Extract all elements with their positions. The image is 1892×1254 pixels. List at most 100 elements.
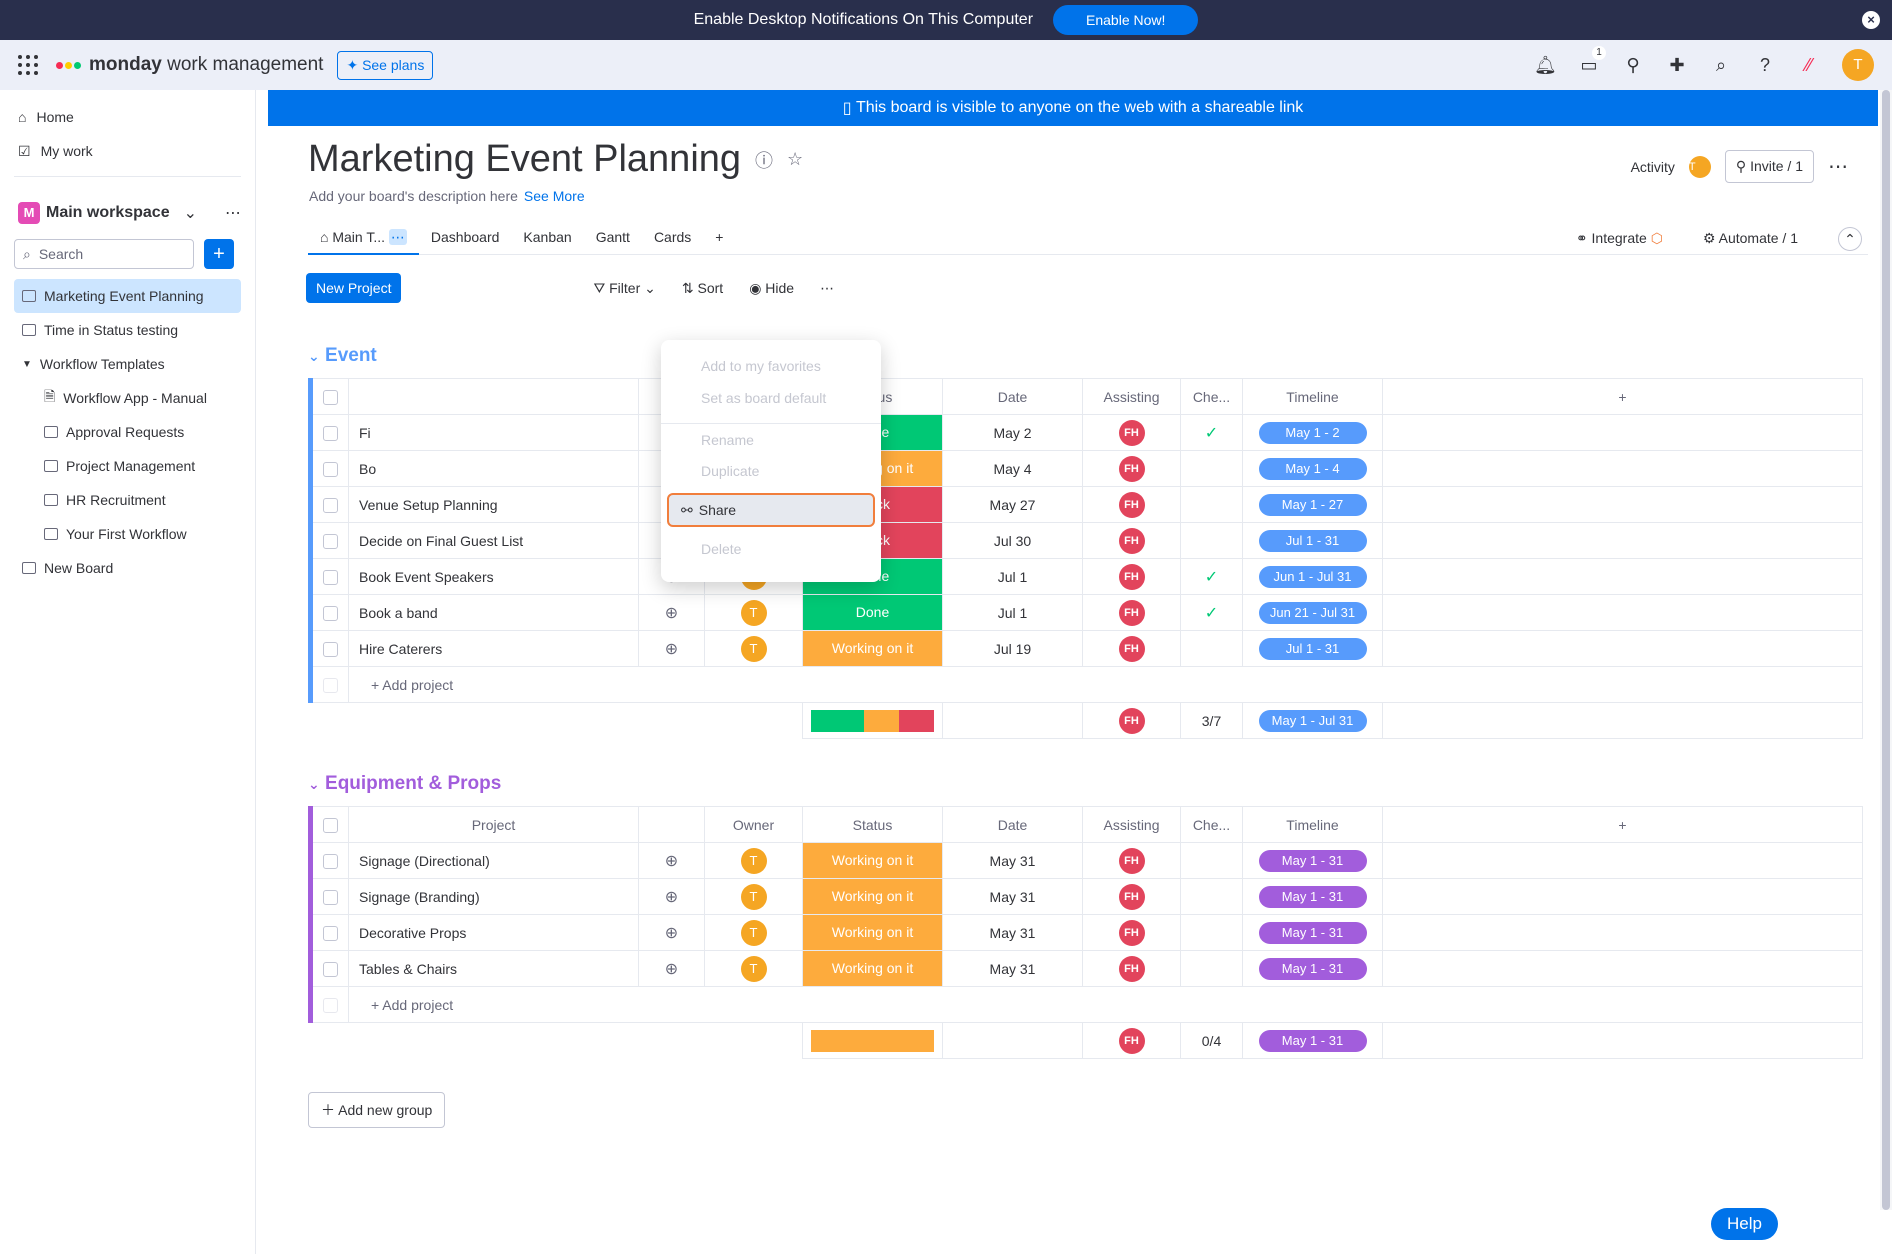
assisting-cell[interactable]: FH <box>1082 594 1181 631</box>
checkbox[interactable] <box>323 817 338 833</box>
project-name[interactable]: Decide on Final Guest List <box>348 522 639 559</box>
check-cell[interactable]: ✓ <box>1180 594 1243 631</box>
checkbox[interactable] <box>323 497 338 513</box>
timeline-cell[interactable]: Jun 21 - Jul 31 <box>1242 594 1383 631</box>
owner-cell[interactable]: T <box>704 842 803 879</box>
assisting-cell[interactable]: FH <box>1082 630 1181 667</box>
update-cell[interactable]: ⊕ <box>638 594 705 631</box>
column-header[interactable]: Che... <box>1180 806 1243 843</box>
assisting-cell[interactable]: FH <box>1082 914 1181 951</box>
add-new-group-button[interactable]: ＋ Add new group <box>308 1092 446 1128</box>
star-icon[interactable]: ☆ <box>787 149 804 169</box>
project-name[interactable]: Bo <box>348 450 639 487</box>
menu-item-share[interactable]: ⚯ Share <box>667 493 875 527</box>
group-title-equipment[interactable]: ⌄ Equipment & Props <box>308 773 501 795</box>
search-icon[interactable]: ⌕ <box>1715 55 1727 75</box>
logo[interactable]: monday work management <box>56 54 323 76</box>
row-select[interactable] <box>308 558 349 595</box>
add-button[interactable]: + <box>204 239 234 269</box>
column-header[interactable]: Che... <box>1180 378 1243 415</box>
row-select[interactable] <box>308 842 349 879</box>
group-title-event[interactable]: ⌄ Event <box>308 345 377 367</box>
status-cell[interactable]: Working on it <box>802 950 943 987</box>
date-cell[interactable]: May 31 <box>942 842 1083 879</box>
sidebar-item-home[interactable]: ⌂ Home <box>0 100 255 134</box>
check-cell[interactable] <box>1180 878 1243 915</box>
column-header[interactable]: Date <box>942 806 1083 843</box>
tab-cards[interactable]: Cards <box>653 228 692 245</box>
project-name[interactable]: Signage (Branding) <box>348 878 639 915</box>
owner-cell[interactable]: T <box>704 950 803 987</box>
checkbox[interactable] <box>323 569 338 585</box>
checkbox[interactable] <box>323 641 338 657</box>
sidebar-board-first-workflow[interactable]: Your First Workflow <box>14 517 241 551</box>
sidebar-board-hr[interactable]: HR Recruitment <box>14 483 241 517</box>
see-more-link[interactable]: See More <box>523 188 585 204</box>
invite-button[interactable]: ⚲ Invite / 1 <box>1724 150 1814 183</box>
date-cell[interactable]: May 31 <box>942 950 1083 987</box>
assisting-cell[interactable]: FH <box>1082 414 1181 451</box>
help-button[interactable]: Help <box>1711 1208 1778 1240</box>
add-update-icon[interactable]: ⊕ <box>664 852 679 870</box>
sidebar-board-new[interactable]: New Board <box>14 551 241 585</box>
timeline-cell[interactable]: May 1 - 31 <box>1242 950 1383 987</box>
table-row[interactable]: Tables & Chairs ⊕ T Working on it May 31 FH Ma… <box>308 950 1863 987</box>
enable-now-button[interactable]: Enable Now! <box>1053 5 1199 35</box>
date-cell[interactable]: Jul 19 <box>942 630 1083 667</box>
project-name[interactable]: Decorative Props <box>348 914 639 951</box>
row-select[interactable] <box>308 914 349 951</box>
status-cell[interactable]: Done <box>802 594 943 631</box>
collapse-icon[interactable]: ⌃ <box>1838 226 1862 251</box>
timeline-cell[interactable]: May 1 - 31 <box>1242 914 1383 951</box>
checkbox[interactable] <box>323 853 338 869</box>
sidebar-item-my-work[interactable]: ☑ My work <box>0 134 255 168</box>
owner-cell[interactable]: T <box>704 914 803 951</box>
check-cell[interactable] <box>1180 950 1243 987</box>
checkbox[interactable] <box>323 461 338 477</box>
inbox-icon[interactable]: ▭ 1 <box>1578 46 1606 76</box>
close-icon[interactable]: × <box>1862 11 1880 29</box>
activity-button[interactable]: Activity <box>1630 158 1675 175</box>
column-header[interactable]: Timeline <box>1242 806 1383 843</box>
add-view-button[interactable]: + <box>715 228 724 245</box>
row-select[interactable] <box>308 878 349 915</box>
check-cell[interactable] <box>1180 914 1243 951</box>
automate-button[interactable]: ⚙ Automate / 1 <box>1703 230 1798 247</box>
help-icon[interactable]: ? <box>1759 55 1770 75</box>
date-cell[interactable]: May 31 <box>942 914 1083 951</box>
sidebar-board-approval[interactable]: Approval Requests <box>14 415 241 449</box>
table-row[interactable]: Signage (Branding) ⊕ T Working on it May 31 F… <box>308 878 1863 915</box>
sidebar-board-marketing[interactable]: Marketing Event Planning <box>14 279 241 313</box>
date-cell[interactable]: May 2 <box>942 414 1083 451</box>
date-cell[interactable]: Jul 1 <box>942 594 1083 631</box>
add-project-input[interactable]: + Add project <box>348 986 1863 1023</box>
more-icon[interactable]: ⋯ <box>225 205 242 222</box>
integrate-button[interactable]: ⚭ Integrate ⬡ <box>1576 230 1663 247</box>
timeline-cell[interactable]: Jul 1 - 31 <box>1242 630 1383 667</box>
hide-button[interactable]: ◉ Hide <box>749 280 794 297</box>
add-update-icon[interactable]: ⊕ <box>664 924 679 942</box>
avatar[interactable]: T <box>1842 49 1874 81</box>
column-header[interactable]: + <box>1382 806 1863 843</box>
assisting-cell[interactable]: FH <box>1082 878 1181 915</box>
timeline-cell[interactable]: May 1 - 4 <box>1242 450 1383 487</box>
workspace-selector[interactable]: M Main workspace ⌄ ⋯ <box>0 193 255 233</box>
assisting-cell[interactable]: FH <box>1082 486 1181 523</box>
timeline-cell[interactable]: May 1 - 31 <box>1242 842 1383 879</box>
column-header[interactable]: Assisting <box>1082 378 1181 415</box>
date-cell[interactable]: Jul 1 <box>942 558 1083 595</box>
page-title[interactable]: Marketing Event Planning <box>308 138 742 180</box>
status-cell[interactable]: Working on it <box>802 878 943 915</box>
table-row[interactable]: Decide on Final Guest List⊕TStuckJul 30F… <box>308 522 1863 559</box>
table-row[interactable]: Fi⊕TDoneMay 2FH✓May 1 - 2 <box>308 414 1863 451</box>
owner-cell[interactable]: T <box>704 594 803 631</box>
project-name[interactable]: Hire Caterers <box>348 630 639 667</box>
checkbox[interactable] <box>323 533 338 549</box>
date-cell[interactable]: May 27 <box>942 486 1083 523</box>
timeline-cell[interactable]: May 1 - 2 <box>1242 414 1383 451</box>
bell-icon[interactable]: 🔔︎ <box>1534 55 1557 75</box>
check-cell[interactable] <box>1180 486 1243 523</box>
board-description[interactable]: Add your board's description here <box>309 188 518 204</box>
